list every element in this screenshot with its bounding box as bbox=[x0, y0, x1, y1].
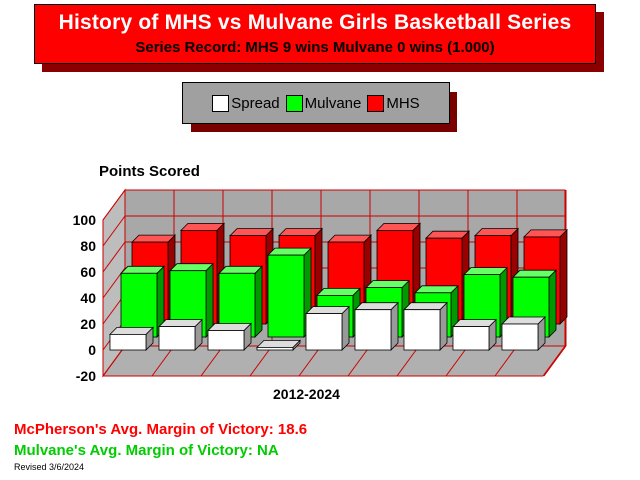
bar-spread-top bbox=[256, 339, 301, 348]
legend-label-spread: Spread bbox=[231, 94, 280, 112]
bar-spread bbox=[305, 313, 343, 351]
bar-mulvane-top bbox=[414, 285, 459, 294]
floor-line bbox=[347, 345, 371, 377]
bar-mulvane-top bbox=[365, 280, 410, 289]
bar-mulvane-side bbox=[548, 269, 557, 338]
bar-spread bbox=[158, 326, 196, 351]
bar-mhs-top bbox=[425, 230, 470, 239]
bar-spread-top bbox=[403, 302, 448, 311]
bar-spread-top bbox=[501, 316, 546, 325]
bar-spread-top bbox=[207, 323, 252, 331]
bar-spread-top bbox=[109, 326, 154, 335]
bar-mhs-side bbox=[559, 228, 568, 325]
bar-mhs-top bbox=[278, 228, 323, 237]
legend-swatch-mhs bbox=[367, 94, 385, 112]
bar-mulvane-top bbox=[120, 265, 165, 274]
bar-mulvane-top bbox=[463, 267, 508, 276]
bar-mhs-top bbox=[474, 228, 519, 237]
y-tick-label: -20 bbox=[76, 368, 96, 384]
y-tick-label: 40 bbox=[80, 290, 96, 306]
bar-spread-top bbox=[158, 319, 203, 328]
floor-line bbox=[298, 345, 322, 377]
legend: Spread Mulvane MHS bbox=[182, 82, 457, 132]
y-tick-label: 20 bbox=[80, 316, 96, 332]
grid-line-left bbox=[102, 215, 126, 247]
bar-mulvane-top bbox=[267, 247, 312, 256]
series-record: Series Record: MHS 9 wins Mulvane 0 wins… bbox=[135, 39, 495, 56]
legend-label-mhs: MHS bbox=[386, 94, 420, 112]
bar-mulvane-top bbox=[316, 287, 361, 296]
bar-mulvane-top bbox=[169, 263, 214, 272]
bar-spread bbox=[354, 309, 392, 351]
floor-line bbox=[543, 345, 567, 377]
bar-mhs-top bbox=[523, 229, 568, 238]
floor-line bbox=[494, 345, 518, 377]
legend-swatch-mulvane bbox=[285, 94, 303, 112]
bar-mulvane bbox=[120, 272, 158, 338]
y-tick-label: 0 bbox=[88, 342, 96, 358]
mulvane-margin-text: Mulvane's Avg. Margin of Victory: NA bbox=[14, 442, 279, 459]
bar-mhs-top bbox=[376, 222, 421, 231]
legend-item-mhs: MHS bbox=[367, 94, 420, 112]
y-tick-label: 100 bbox=[73, 212, 97, 228]
legend-item-mulvane: Mulvane bbox=[285, 94, 362, 112]
chart-bars bbox=[109, 222, 568, 351]
bar-mhs-top bbox=[327, 234, 372, 243]
legend-swatch-spread bbox=[212, 94, 230, 112]
floor-line bbox=[200, 345, 224, 377]
bar-spread bbox=[207, 330, 245, 351]
floor-line bbox=[151, 345, 175, 377]
floor-line bbox=[102, 345, 126, 377]
x-axis-label: 2012-2024 bbox=[273, 386, 340, 402]
bar-mulvane-side bbox=[254, 265, 263, 338]
floor-line bbox=[396, 345, 420, 377]
bar-spread bbox=[501, 323, 539, 351]
revised-date: Revised 3/6/2024 bbox=[14, 462, 85, 472]
y-axis-label: Points Scored bbox=[99, 163, 200, 180]
mcpherson-margin-text: McPherson's Avg. Margin of Victory: 18.6 bbox=[14, 421, 308, 438]
y-tick-label: 60 bbox=[80, 264, 96, 280]
bar-spread bbox=[403, 309, 441, 351]
bar-mulvane bbox=[267, 254, 305, 338]
bar-mhs-top bbox=[229, 228, 274, 237]
title-banner-face: History of MHS vs Mulvane Girls Basketba… bbox=[34, 4, 596, 64]
title-banner: History of MHS vs Mulvane Girls Basketba… bbox=[34, 4, 604, 72]
floor-line bbox=[249, 345, 273, 377]
bar-spread bbox=[256, 346, 294, 351]
bar-spread-top bbox=[305, 306, 350, 315]
bar-mhs-top bbox=[131, 234, 176, 243]
floor-line bbox=[445, 345, 469, 377]
bar-mulvane-top bbox=[218, 265, 263, 274]
grid-line-left bbox=[102, 189, 126, 221]
bar-mhs-top bbox=[180, 222, 225, 231]
grid-line-left bbox=[102, 241, 126, 273]
legend-label-mulvane: Mulvane bbox=[304, 94, 362, 112]
legend-face: Spread Mulvane MHS bbox=[182, 82, 450, 124]
bar-spread bbox=[109, 333, 147, 351]
bar-spread-top bbox=[354, 302, 399, 311]
chart-title: History of MHS vs Mulvane Girls Basketba… bbox=[58, 11, 572, 34]
y-tick-label: 80 bbox=[80, 238, 96, 254]
bar-mulvane-top bbox=[512, 269, 557, 278]
bar-spread bbox=[452, 326, 490, 351]
bar-spread-top bbox=[452, 319, 497, 328]
legend-item-spread: Spread bbox=[212, 94, 280, 112]
floor bbox=[102, 345, 566, 377]
y-tick-labels: 100 80 60 40 20 0 -20 bbox=[73, 212, 97, 384]
bar-spread-side bbox=[439, 301, 448, 351]
bar-spread-side bbox=[390, 301, 399, 351]
